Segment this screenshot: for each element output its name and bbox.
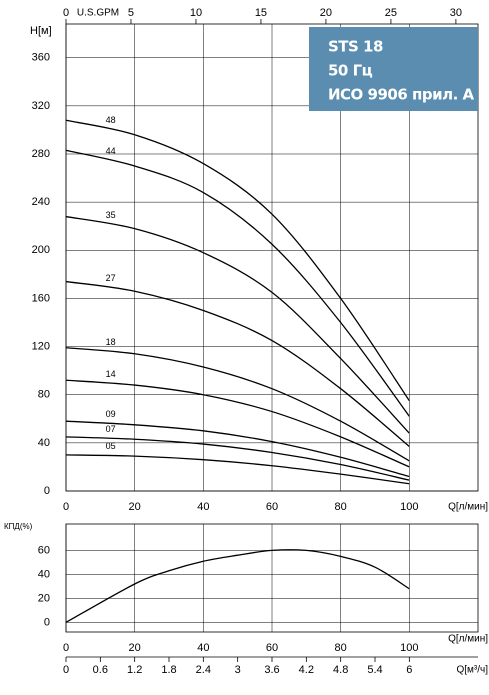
curve [65,215,410,434]
info-text: ИСО 9906 прил. A [328,86,475,104]
x2-tick-label: 10 [190,7,202,19]
x-tick-label: 100 [400,642,418,654]
info-box [309,27,478,111]
curve-label: 35 [106,210,116,220]
x-tick-label: 80 [335,642,347,654]
x-tick-label: 60 [266,642,278,654]
curve [65,379,410,468]
x2-axis-label: U.S.GPM [77,8,119,19]
x2-tick-label: 4.8 [333,664,348,676]
x2-tick-label: 0.6 [93,664,108,676]
x-axis-label: Q[л/мин] [448,502,488,513]
curve [65,454,410,485]
x-tick-label: 40 [197,501,209,513]
x-tick-label: 20 [129,642,141,654]
x2-tick-label: 30 [450,7,462,19]
x2-tick-label: 25 [385,7,397,19]
curve-label: 27 [106,273,116,283]
x-tick-label: 60 [266,501,278,513]
x-tick-label: 80 [335,501,347,513]
y-tick-label: 320 [32,100,50,112]
y-tick-label: 40 [38,568,50,580]
info-text: STS 18 [328,38,383,56]
x2-tick-label: 20 [320,7,332,19]
curve [65,149,410,417]
y-tick-label: 80 [38,389,50,401]
x2-tick-label: 5 [128,7,134,19]
x2-tick-label: 0 [63,664,69,676]
x-axis-label: Q[л/мин] [448,634,488,645]
curve-label: 09 [106,409,116,419]
y-tick-label: 0 [44,616,50,628]
x2-tick-label: 1.8 [161,664,176,676]
y-tick-label: 120 [32,340,50,352]
y-tick-label: 40 [38,437,50,449]
curve-label: 05 [106,441,116,451]
y-tick-label: 0 [44,485,50,497]
x-tick-label: 20 [129,501,141,513]
y-tick-label: 160 [32,292,50,304]
y-tick-label: 60 [38,544,50,556]
y-axis-label: КПД(%) [4,522,33,531]
info-text: 50 Гц [328,62,373,80]
x2-tick-label: 5.4 [367,664,382,676]
curve [65,420,410,478]
x-tick-label: 0 [63,642,69,654]
curve [65,119,410,402]
curve-label: 48 [106,115,116,125]
y-tick-label: 240 [32,196,50,208]
curve-label: 44 [106,146,116,156]
y-axis-label: H[м] [30,25,52,37]
x2-tick-label: 3 [235,664,241,676]
curve [65,280,410,447]
x-tick-label: 0 [63,501,69,513]
curve [65,549,410,623]
curve-label: 18 [106,337,116,347]
curve [65,436,410,481]
x2-tick-label: 1.2 [127,664,142,676]
y-tick-label: 20 [38,592,50,604]
x2-tick-label: 15 [255,7,267,19]
x2-tick-label: 6 [406,664,412,676]
y-tick-label: 360 [32,52,50,64]
x2-axis-label: Q[м³/ч] [456,665,488,676]
x2-tick-label: 0 [63,7,69,19]
y-tick-label: 200 [32,244,50,256]
x2-tick-label: 4.2 [299,664,314,676]
x-tick-label: 100 [400,501,418,513]
curve-label: 07 [106,424,116,434]
curve-label: 14 [106,369,116,379]
x2-tick-label: 2.4 [196,664,211,676]
y-tick-label: 280 [32,148,50,160]
x-tick-label: 40 [197,642,209,654]
x2-tick-label: 3.6 [264,664,279,676]
curve [65,347,410,462]
